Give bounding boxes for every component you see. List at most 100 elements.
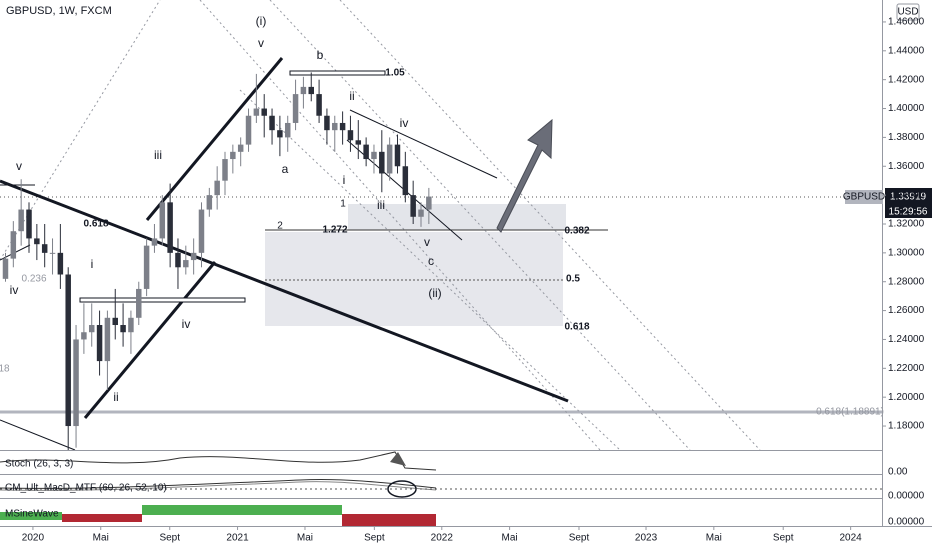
annotation: 0.618(1.18891) xyxy=(816,407,884,418)
candle-body xyxy=(34,238,40,245)
candle-body xyxy=(245,115,252,145)
candle-body xyxy=(363,144,369,160)
annotation: b xyxy=(317,48,324,62)
y-tick-label: 1.24000 xyxy=(888,334,925,345)
candle-body xyxy=(112,317,118,326)
candle-body xyxy=(26,209,32,239)
candle-body xyxy=(269,115,275,131)
candle-body xyxy=(49,252,56,254)
indicator-name: Stoch (26, 3, 3) xyxy=(5,459,73,470)
candle-body xyxy=(253,108,260,116)
candle-body xyxy=(88,325,95,333)
annotation: a xyxy=(282,162,289,176)
candle-body xyxy=(284,122,291,138)
x-tick-label: Mai xyxy=(706,533,722,544)
annotation: 1.272 xyxy=(322,225,347,236)
x-tick-label: Mai xyxy=(93,533,109,544)
y-tick-label: 1.34000 xyxy=(888,190,925,201)
annotation: v xyxy=(424,235,430,249)
candle-body xyxy=(198,209,205,253)
x-tick-label: 2021 xyxy=(226,533,249,544)
candle-body xyxy=(65,274,71,427)
x-tick-label: Sept xyxy=(773,533,794,544)
candle-body xyxy=(386,144,393,174)
candle-body xyxy=(151,238,158,246)
annotation: iv xyxy=(400,116,409,130)
indicator-name: MSineWave xyxy=(5,509,59,520)
candle-body xyxy=(18,209,24,232)
currency: USD xyxy=(897,7,918,18)
candle-body xyxy=(159,202,166,239)
y-tick-label: 1.28000 xyxy=(888,276,925,287)
annotation: v xyxy=(258,36,264,50)
x-tick-label: Sept xyxy=(364,533,385,544)
candle-body xyxy=(10,231,17,259)
indicator-value: 0.00000 xyxy=(888,491,925,502)
candle-body xyxy=(120,325,126,333)
countdown: 15:29:56 xyxy=(889,207,928,218)
annotation: i xyxy=(343,173,346,187)
last-price: 1.33919 xyxy=(890,192,927,203)
x-tick-label: Sept xyxy=(569,533,590,544)
indicator-value: 0.00 xyxy=(888,467,908,478)
y-tick-label: 1.30000 xyxy=(888,247,925,258)
candle-body xyxy=(394,144,401,167)
candle-body xyxy=(2,258,9,279)
drawings xyxy=(0,0,932,527)
x-tick-label: Mai xyxy=(297,533,313,544)
annotation: 0.5 xyxy=(566,274,580,285)
candle-body xyxy=(371,151,377,160)
x-tick-label: 2022 xyxy=(431,533,454,544)
candle-body xyxy=(402,166,409,196)
annotation: c xyxy=(428,254,434,268)
x-tick-label: 2020 xyxy=(22,533,45,544)
candle-body xyxy=(128,317,134,333)
annotation: (i) xyxy=(256,14,267,28)
candle-body xyxy=(237,144,244,152)
x-tick-label: 2024 xyxy=(840,533,863,544)
annotation: 0.382 xyxy=(564,226,589,237)
candle-body xyxy=(308,86,314,95)
y-tick-label: 1.26000 xyxy=(888,305,925,316)
candle-body xyxy=(104,317,111,362)
annotation: 1.05 xyxy=(385,68,405,79)
annotation: ii xyxy=(349,89,354,103)
y-tick-label: 1.18000 xyxy=(888,421,925,432)
candle-body xyxy=(190,252,197,261)
candle-body xyxy=(230,151,236,160)
annotation: 18 xyxy=(0,364,10,375)
annotation: v xyxy=(16,159,22,173)
indicator-value: 0.00000 xyxy=(888,517,925,528)
candle-body xyxy=(332,122,338,131)
annotation: iv xyxy=(10,283,19,297)
y-tick-label: 1.44000 xyxy=(888,45,925,56)
x-tick-label: Mai xyxy=(502,533,518,544)
annotation: (ii) xyxy=(428,286,441,300)
candle-body xyxy=(316,94,322,116)
x-tick-label: 2023 xyxy=(635,533,658,544)
y-tick-label: 1.40000 xyxy=(888,103,925,114)
y-tick-label: 1.36000 xyxy=(888,161,925,172)
annotation: 0.236 xyxy=(21,274,46,285)
y-tick-label: 1.22000 xyxy=(888,363,925,374)
y-tick-label: 1.32000 xyxy=(888,219,925,230)
candle-body xyxy=(41,244,48,253)
annotation: iv xyxy=(182,317,191,331)
candle-body xyxy=(167,202,173,253)
y-tick-label: 1.20000 xyxy=(888,392,925,403)
candle-body xyxy=(261,108,267,116)
candle-body xyxy=(379,151,385,174)
chart-title: GBPUSD, 1W, FXCM xyxy=(6,5,112,17)
annotation: 0.618 xyxy=(564,322,589,333)
annotation: iii xyxy=(377,198,385,212)
candle-body xyxy=(292,94,299,123)
annotation: iii xyxy=(154,148,162,162)
candle-body xyxy=(175,252,181,268)
candle-body xyxy=(222,159,228,181)
candle-body xyxy=(136,288,142,318)
candle-body xyxy=(206,195,213,210)
y-tick-label: 1.38000 xyxy=(888,132,925,143)
candle-body xyxy=(183,260,189,268)
y-tick-label: 1.46000 xyxy=(888,17,925,28)
